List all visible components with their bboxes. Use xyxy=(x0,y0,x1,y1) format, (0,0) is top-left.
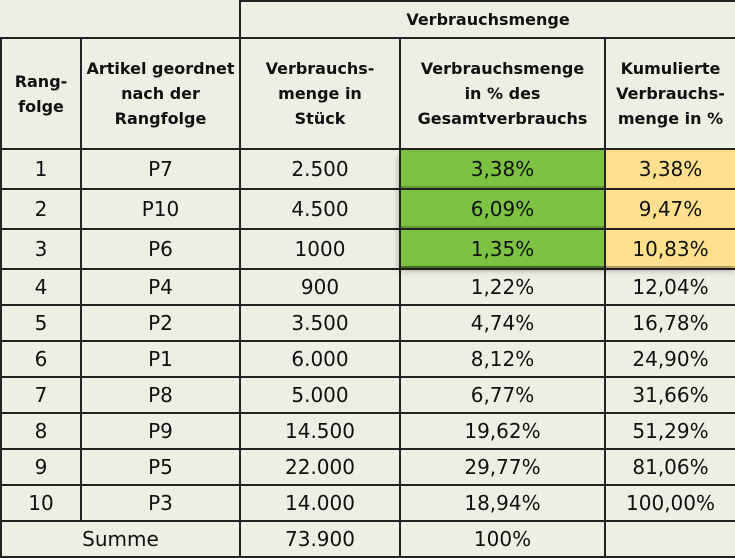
cell-cumulative: 51,29% xyxy=(603,412,735,450)
cell-quantity: 900 xyxy=(239,268,401,306)
blank-corner-cell xyxy=(1,1,241,39)
cell-rank: 7 xyxy=(0,376,82,414)
cell-quantity: 4.500 xyxy=(239,188,401,230)
cell-article: P1 xyxy=(80,340,241,378)
cell-quantity: 6.000 xyxy=(239,340,401,378)
sum-row: Summe 73.900 100% xyxy=(0,520,735,558)
cell-percent: 1,35% xyxy=(399,228,606,270)
header-cumulative: Kumulierte Verbrauchs-menge in % xyxy=(603,37,735,150)
cell-quantity: 22.000 xyxy=(239,448,401,486)
cell-quantity: 3.500 xyxy=(239,304,401,342)
table-row: 2 P10 4.500 6,09% 9,47% xyxy=(0,188,735,230)
sum-percent: 100% xyxy=(399,520,606,558)
cell-quantity: 5.000 xyxy=(239,376,401,414)
table-row: 7 P8 5.000 6,77% 31,66% xyxy=(0,376,735,414)
header-rank: Rang-folge xyxy=(0,37,82,150)
table-row: 5 P2 3.500 4,74% 16,78% xyxy=(0,304,735,342)
cell-percent: 19,62% xyxy=(399,412,606,450)
cell-percent: 4,74% xyxy=(399,304,606,342)
table-row: 8 P9 14.500 19,62% 51,29% xyxy=(0,412,735,450)
table-row: 10 P3 14.000 18,94% 100,00% xyxy=(0,484,735,522)
group-header-verbrauchsmenge: Verbrauchsmenge xyxy=(238,0,735,39)
cell-article: P9 xyxy=(80,412,241,450)
cell-article: P2 xyxy=(80,304,241,342)
sum-quantity: 73.900 xyxy=(239,520,401,558)
cell-article: P7 xyxy=(80,148,241,190)
cell-rank: 4 xyxy=(0,268,82,306)
cell-quantity: 14.500 xyxy=(239,412,401,450)
cell-article: P8 xyxy=(80,376,241,414)
cell-article: P3 xyxy=(80,484,241,522)
cell-cumulative: 9,47% xyxy=(603,188,735,230)
header-percent: Verbrauchsmenge in % des Gesamtverbrauchs xyxy=(399,37,606,150)
cell-rank: 3 xyxy=(0,228,82,270)
cell-percent: 29,77% xyxy=(399,448,606,486)
cell-percent: 3,38% xyxy=(399,148,606,190)
cell-rank: 8 xyxy=(0,412,82,450)
table-row: 6 P1 6.000 8,12% 24,90% xyxy=(0,340,735,378)
cell-cumulative: 16,78% xyxy=(603,304,735,342)
cell-quantity: 1000 xyxy=(239,228,401,270)
data-rows: 1 P7 2.500 3,38% 3,38% 2 P10 4.500 6,09% 9,47% 3 P6… xyxy=(0,148,735,522)
cell-cumulative: 10,83% xyxy=(603,228,735,270)
cell-percent: 6,77% xyxy=(399,376,606,414)
header-article: Artikel geordnet nach der Rangfolge xyxy=(80,37,241,150)
cell-rank: 9 xyxy=(0,448,82,486)
sum-label: Summe xyxy=(0,520,241,558)
table-row: 1 P7 2.500 3,38% 3,38% xyxy=(0,148,735,190)
cell-cumulative: 3,38% xyxy=(603,148,735,190)
cell-cumulative: 100,00% xyxy=(603,484,735,522)
cell-rank: 2 xyxy=(0,188,82,230)
cell-quantity: 14.000 xyxy=(239,484,401,522)
cell-cumulative: 31,66% xyxy=(603,376,735,414)
cell-rank: 10 xyxy=(0,484,82,522)
cell-quantity: 2.500 xyxy=(239,148,401,190)
cell-rank: 6 xyxy=(0,340,82,378)
table-row: 4 P4 900 1,22% 12,04% xyxy=(0,268,735,306)
cell-article: P5 xyxy=(80,448,241,486)
table-row: 3 P6 1000 1,35% 10,83% xyxy=(0,228,735,270)
cell-percent: 6,09% xyxy=(399,188,606,230)
cell-rank: 1 xyxy=(0,148,82,190)
table-row: 9 P5 22.000 29,77% 81,06% xyxy=(0,448,735,486)
cell-percent: 18,94% xyxy=(399,484,606,522)
column-header-row: Rang-folge Artikel geordnet nach der Rangf… xyxy=(0,37,735,150)
cell-article: P4 xyxy=(80,268,241,306)
header-quantity: Verbrauchs-menge in Stück xyxy=(239,37,401,150)
cell-cumulative: 12,04% xyxy=(603,268,735,306)
cell-percent: 1,22% xyxy=(399,268,606,306)
cell-article: P6 xyxy=(80,228,241,270)
cell-cumulative: 81,06% xyxy=(603,448,735,486)
cell-percent: 8,12% xyxy=(399,340,606,378)
cell-article: P10 xyxy=(80,188,241,230)
cell-rank: 5 xyxy=(0,304,82,342)
cell-cumulative: 24,90% xyxy=(603,340,735,378)
sum-cumulative xyxy=(603,520,735,558)
group-header-row: Verbrauchsmenge xyxy=(1,0,735,39)
